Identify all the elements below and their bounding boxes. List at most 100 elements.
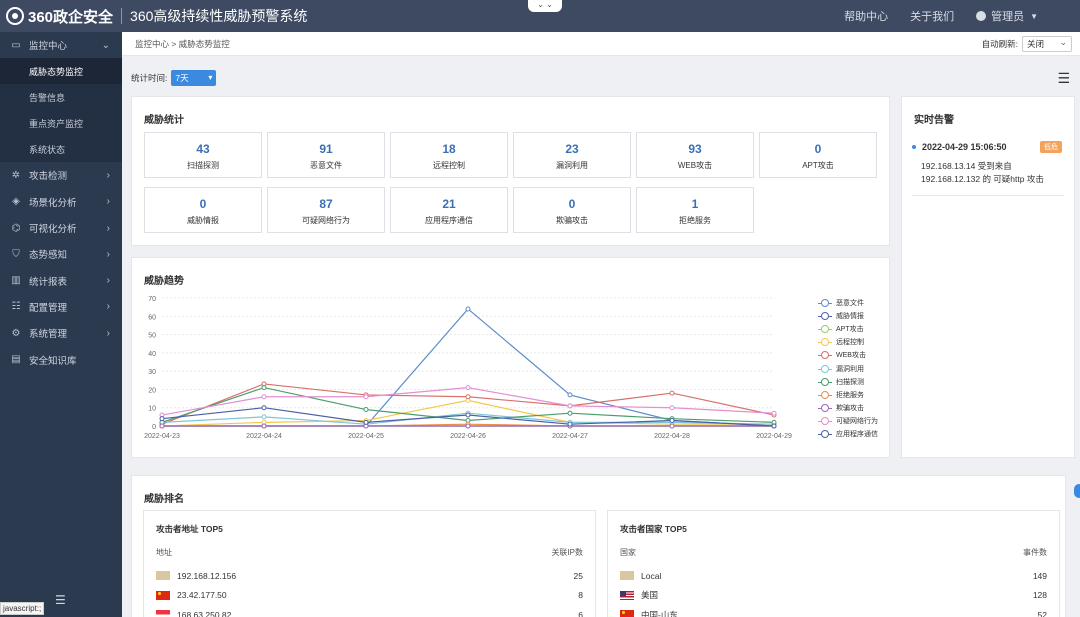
- stat-label: 威胁情报: [187, 216, 219, 225]
- menu-fold-icon[interactable]: ☰: [1057, 70, 1070, 86]
- row-name-cell: 23.42.177.50: [156, 590, 227, 600]
- sidebar-subitem[interactable]: 威胁态势监控: [0, 58, 122, 85]
- stat-label: WEB攻击: [677, 161, 713, 170]
- legend-item[interactable]: 扫描探测: [818, 375, 878, 388]
- sidebar-item[interactable]: ☷ 配置管理 ›: [0, 294, 122, 320]
- table-row[interactable]: 23.42.177.50 8: [156, 586, 583, 605]
- y-tick-label: 0: [152, 424, 156, 431]
- flag-sg-icon: [156, 610, 170, 617]
- column-header-ip-count: 关联IP数: [551, 548, 583, 557]
- legend-item[interactable]: 威胁情报: [818, 309, 878, 322]
- stat-tile[interactable]: 91 恶意文件: [267, 132, 385, 178]
- auto-refresh-label: 自动刷新:: [981, 39, 1018, 49]
- alarm-level-badge: 低危: [1040, 141, 1062, 153]
- sidebar-item[interactable]: ▥ 统计报表 ›: [0, 267, 122, 293]
- sidebar-item[interactable]: ✲ 攻击检测 ›: [0, 162, 122, 188]
- sidebar-item[interactable]: ▭ 监控中心 ⌄: [0, 32, 122, 58]
- data-point: [567, 410, 573, 416]
- realtime-alarm-title: 实时告警: [914, 115, 954, 126]
- y-tick-label: 10: [148, 406, 156, 413]
- stat-label: 应用程序通信: [425, 216, 473, 225]
- data-point: [669, 418, 675, 424]
- legend-item[interactable]: 漏洞利用: [818, 362, 878, 375]
- legend-marker-icon: [818, 417, 832, 426]
- table-row[interactable]: Local 149: [620, 566, 1047, 585]
- help-link[interactable]: 帮助中心: [844, 11, 889, 23]
- sidebar-item[interactable]: ⌬ 可视化分析 ›: [0, 215, 122, 241]
- legend-label: WEB攻击: [836, 352, 866, 360]
- legend-item[interactable]: 恶意文件: [818, 296, 878, 309]
- stat-label: 漏洞利用: [556, 161, 588, 170]
- data-point: [363, 419, 369, 425]
- stat-tile[interactable]: 0 威胁情报: [144, 187, 262, 233]
- header-collapse-toggle[interactable]: ⌄ ⌄: [528, 0, 562, 12]
- stat-tile[interactable]: 1 拒绝服务: [636, 187, 754, 233]
- sidebar-item[interactable]: ⛉ 态势感知 ›: [0, 241, 122, 267]
- stat-value: 91: [319, 142, 333, 156]
- auto-refresh-select[interactable]: 关闭: [1022, 35, 1072, 52]
- time-filter: 统计时间: 7天: [131, 70, 217, 86]
- sidebar-collapse-icon[interactable]: ☰: [55, 593, 66, 607]
- sidebar-item[interactable]: ⚙ 系统管理 ›: [0, 320, 122, 346]
- stat-tile[interactable]: 43 扫描探测: [144, 132, 262, 178]
- table-row[interactable]: 美国 128: [620, 586, 1047, 605]
- stat-tile[interactable]: 0 APT攻击: [759, 132, 877, 178]
- user-menu[interactable]: 管理员 ▼: [976, 8, 1038, 24]
- table-row[interactable]: 中国-山东 52: [620, 605, 1047, 617]
- legend-item[interactable]: 应用程序通信: [818, 428, 878, 441]
- stat-tile[interactable]: 87 可疑网络行为: [267, 187, 385, 233]
- sidebar-subitem[interactable]: 系统状态: [0, 136, 122, 163]
- column-header-country: 国家: [620, 548, 636, 557]
- main-content: 监控中心 > 威胁态势监控 自动刷新: 关闭 统计时间: 7天 ☰ 威胁统计 4…: [122, 32, 1080, 617]
- table-row[interactable]: 168.63.250.82 6: [156, 605, 583, 617]
- legend-label: 扫描探测: [836, 378, 864, 386]
- stat-tile[interactable]: 18 远程控制: [390, 132, 508, 178]
- chevron-right-icon: ›: [106, 275, 110, 287]
- stat-tile[interactable]: 21 应用程序通信: [390, 187, 508, 233]
- time-range-select[interactable]: 7天: [171, 70, 217, 86]
- data-point: [465, 394, 471, 400]
- sidebar-subitem[interactable]: 重点资产监控: [0, 110, 122, 137]
- bar-chart-icon: ▥: [11, 275, 21, 287]
- legend-item[interactable]: 远程控制: [818, 336, 878, 349]
- sidebar-item[interactable]: ◈ 场景化分析 ›: [0, 189, 122, 215]
- legend-label: 恶意文件: [836, 299, 864, 307]
- data-point: [363, 394, 369, 400]
- visual-icon: ⌬: [11, 222, 21, 234]
- stat-label: 拒绝服务: [679, 216, 711, 225]
- threat-ranking-card: 威胁排名 攻击者地址 TOP5 地址 关联IP数 192.168.12.156 2…: [131, 475, 1066, 617]
- stat-value: 93: [688, 142, 702, 156]
- legend-item[interactable]: WEB攻击: [818, 349, 878, 362]
- sidebar-subitem[interactable]: 告警信息: [0, 84, 122, 111]
- caret-down-icon: ▼: [1030, 11, 1038, 21]
- threat-ranking-title: 威胁排名: [144, 494, 184, 505]
- table-row[interactable]: 192.168.12.156 25: [156, 566, 583, 585]
- stat-tile[interactable]: 23 漏洞利用: [513, 132, 631, 178]
- about-link[interactable]: 关于我们: [910, 11, 955, 23]
- stat-tile[interactable]: 93 WEB攻击: [636, 132, 754, 178]
- logo-icon: [6, 7, 24, 25]
- legend-marker-icon: [818, 430, 832, 439]
- data-point: [465, 423, 471, 429]
- legend-item[interactable]: 欺骗攻击: [818, 402, 878, 415]
- data-point: [363, 407, 369, 413]
- legend-item[interactable]: APT攻击: [818, 322, 878, 335]
- sidebar-item[interactable]: ▤ 安全知识库: [0, 346, 122, 372]
- data-point: [669, 405, 675, 411]
- legend-label: 可疑网络行为: [836, 418, 878, 426]
- row-count: 6: [578, 609, 583, 617]
- stat-tile[interactable]: 0 欺骗攻击: [513, 187, 631, 233]
- scroll-top-button[interactable]: [1074, 484, 1080, 498]
- top-header: 360政企安全 360高级持续性威胁预警系统 帮助中心 关于我们 管理员 ▼ ⌄…: [0, 0, 1080, 32]
- data-point: [669, 390, 675, 396]
- legend-item[interactable]: 可疑网络行为: [818, 415, 878, 428]
- attacker-country-panel: 攻击者国家 TOP5 国家 事件数 Local 149 美国 128 中国-山东 52: [607, 510, 1060, 617]
- legend-item[interactable]: 拒绝服务: [818, 388, 878, 401]
- stat-label: 扫描探测: [187, 161, 219, 170]
- stat-value: 0: [568, 197, 576, 211]
- row-name-cell: 美国: [620, 589, 658, 601]
- row-name: 中国-山东: [641, 609, 678, 617]
- alarm-item[interactable]: 2022-04-29 15:06:50: [912, 142, 1007, 152]
- system-title: 360高级持续性威胁预警系统: [121, 8, 307, 24]
- alarm-message: 192.168.13.14 受到来自 192.168.12.132 的 可疑ht…: [921, 161, 1044, 184]
